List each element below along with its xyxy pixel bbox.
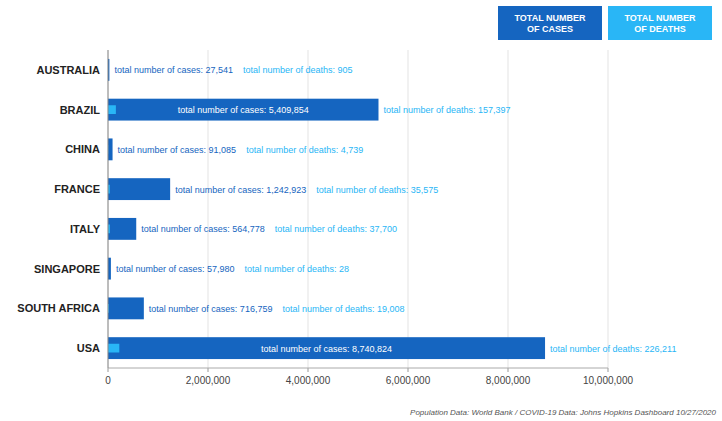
grid-line bbox=[308, 50, 309, 368]
tick-mark bbox=[408, 368, 409, 372]
cases-bar bbox=[108, 297, 144, 319]
deaths-label: total number of deaths: 4,739 bbox=[246, 145, 363, 155]
tick-mark bbox=[608, 368, 609, 372]
tick-label: 2,000,000 bbox=[186, 375, 231, 386]
grid-line bbox=[208, 50, 209, 368]
cases-label: total number of cases: 27,541 bbox=[114, 65, 233, 75]
tick-label: 6,000,000 bbox=[386, 375, 431, 386]
legend-swatch bbox=[498, 6, 602, 40]
category-label: AUSTRALIA bbox=[36, 64, 100, 76]
chart: 0 2,000,000 4,000,000 6,000,000 8,000,000 10,… bbox=[0, 0, 722, 421]
legend-swatch bbox=[608, 6, 712, 40]
tick-mark bbox=[508, 368, 509, 372]
deaths-bar bbox=[108, 105, 116, 114]
tick-mark bbox=[208, 368, 209, 372]
cases-bar bbox=[108, 99, 378, 121]
deaths-bar bbox=[108, 344, 119, 353]
deaths-label: total number of deaths: 35,575 bbox=[316, 185, 438, 195]
category-labels: AUSTRALIA BRAZIL CHINA FRANCE ITALY SINGAPORE… bbox=[17, 64, 100, 354]
deaths-label: total number of deaths: 28 bbox=[244, 264, 349, 274]
legend-label: TOTAL NUMBEROF CASES bbox=[515, 13, 586, 34]
legend-label-line: OF DEATHS bbox=[634, 24, 685, 34]
deaths-label: total number of deaths: 905 bbox=[243, 65, 353, 75]
tick-label: 8,000,000 bbox=[486, 375, 531, 386]
legend: TOTAL NUMBEROF CASESTOTAL NUMBEROF DEATH… bbox=[498, 6, 712, 40]
deaths-label: total number of deaths: 37,700 bbox=[275, 224, 397, 234]
bars bbox=[108, 59, 545, 359]
x-ticks: 0 2,000,000 4,000,000 6,000,000 8,000,000 10,… bbox=[105, 368, 633, 386]
cases-label: total number of cases: 57,980 bbox=[116, 264, 235, 274]
legend-label-line: OF CASES bbox=[527, 24, 573, 34]
cases-bar bbox=[108, 178, 170, 200]
grid-line bbox=[108, 50, 109, 368]
cases-label: total number of cases: 716,759 bbox=[149, 304, 273, 314]
cases-label: total number of cases: 91,085 bbox=[118, 145, 237, 155]
tick-mark bbox=[308, 368, 309, 372]
category-label: SINGAPORE bbox=[34, 263, 100, 275]
category-label: ITALY bbox=[70, 223, 101, 235]
data-labels: total number of cases: 27,541 total numbe… bbox=[114, 65, 676, 353]
deaths-label: total number of deaths: 157,397 bbox=[383, 105, 510, 115]
cases-bar bbox=[108, 218, 136, 240]
category-label: BRAZIL bbox=[60, 104, 101, 116]
caption: Population Data: World Bank / COVID-19 D… bbox=[410, 408, 717, 417]
tick-label: 10,000,000 bbox=[583, 375, 633, 386]
cases-label: total number of cases: 564,778 bbox=[141, 224, 265, 234]
legend-label-line: TOTAL NUMBER bbox=[515, 13, 586, 23]
category-label: CHINA bbox=[65, 143, 100, 155]
legend-label-line: TOTAL NUMBER bbox=[625, 13, 696, 23]
legend-label: TOTAL NUMBEROF DEATHS bbox=[625, 13, 696, 34]
grid-line bbox=[408, 50, 409, 368]
grid-line bbox=[608, 50, 609, 368]
category-label: USA bbox=[77, 342, 100, 354]
grid-line bbox=[508, 50, 509, 368]
zero-line bbox=[108, 50, 109, 368]
grid bbox=[108, 50, 608, 368]
cases-label: total number of cases: 5,409,854 bbox=[178, 105, 309, 115]
cases-bar bbox=[108, 138, 113, 160]
tick-label: 4,000,000 bbox=[286, 375, 331, 386]
cases-label: total number of cases: 8,740,824 bbox=[261, 344, 392, 354]
tick-label: 0 bbox=[105, 375, 111, 386]
tick-mark bbox=[108, 368, 109, 372]
deaths-label: total number of deaths: 19,008 bbox=[282, 304, 404, 314]
cases-label: total number of cases: 1,242,923 bbox=[175, 185, 306, 195]
deaths-label: total number of deaths: 226,211 bbox=[550, 344, 676, 354]
category-label: FRANCE bbox=[54, 183, 100, 195]
category-label: SOUTH AFRICA bbox=[17, 302, 100, 314]
cases-bar bbox=[108, 337, 545, 359]
x-axis-line bbox=[108, 368, 608, 369]
